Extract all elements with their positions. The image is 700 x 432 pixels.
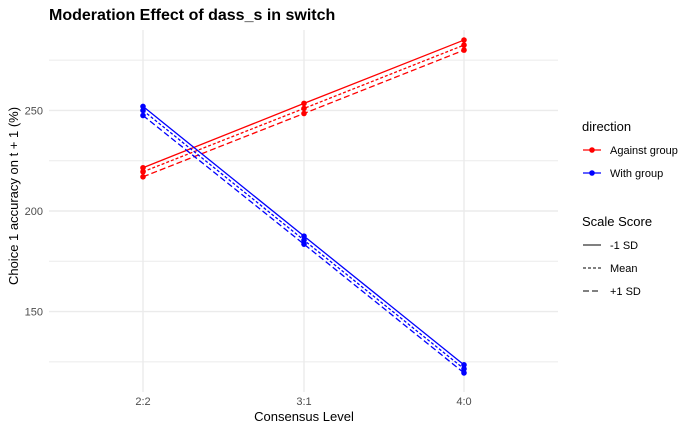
series-point bbox=[140, 107, 146, 114]
legend-label-scale-score: -1 SD bbox=[610, 240, 638, 252]
series-point bbox=[140, 164, 146, 171]
legend-label-scale-score: +1 SD bbox=[610, 286, 641, 298]
series-point bbox=[301, 110, 307, 117]
series-point bbox=[301, 241, 307, 247]
legend: direction Against group With group Scale Sc… bbox=[582, 119, 678, 298]
legend-key-point bbox=[589, 147, 595, 153]
series-point bbox=[140, 103, 146, 110]
series-point bbox=[461, 366, 467, 372]
legend-title-scale-score: Scale Score bbox=[582, 214, 652, 229]
legend-key-point bbox=[589, 170, 595, 176]
y-axis-ticks: 150 200 250 bbox=[25, 105, 43, 318]
series-point bbox=[461, 370, 467, 376]
legend-label-direction: With group bbox=[610, 168, 663, 180]
y-tick-label: 200 bbox=[25, 206, 43, 218]
x-tick-label: 3:1 bbox=[296, 396, 311, 408]
series-point bbox=[140, 168, 146, 175]
legend-title-direction: direction bbox=[582, 119, 631, 134]
x-axis-title: Consensus Level bbox=[254, 409, 354, 424]
series-line bbox=[142, 114, 465, 374]
series-point bbox=[140, 112, 146, 119]
y-tick-label: 150 bbox=[25, 307, 43, 319]
legend-label-scale-score: Mean bbox=[610, 263, 638, 275]
series-point bbox=[140, 174, 146, 180]
series-line bbox=[142, 44, 465, 173]
series-point bbox=[301, 237, 307, 243]
series-point bbox=[461, 42, 467, 48]
x-tick-label: 4:0 bbox=[456, 396, 471, 408]
y-axis-title: Choice 1 accuracy on t + 1 (%) bbox=[6, 107, 21, 285]
series-point bbox=[461, 362, 467, 368]
series-point bbox=[301, 233, 307, 239]
x-tick-label: 2:2 bbox=[135, 396, 150, 408]
legend-label-direction: Against group bbox=[610, 145, 678, 157]
x-axis-ticks: 2:2 3:1 4:0 bbox=[135, 396, 471, 408]
series-point bbox=[301, 100, 307, 107]
chart-title: Moderation Effect of dass_s in switch bbox=[49, 7, 335, 24]
series-point bbox=[461, 37, 467, 43]
series-point bbox=[461, 47, 467, 53]
y-tick-label: 250 bbox=[25, 105, 43, 117]
plot-grid bbox=[49, 30, 558, 392]
series-group bbox=[140, 37, 467, 376]
series-point bbox=[301, 105, 307, 112]
